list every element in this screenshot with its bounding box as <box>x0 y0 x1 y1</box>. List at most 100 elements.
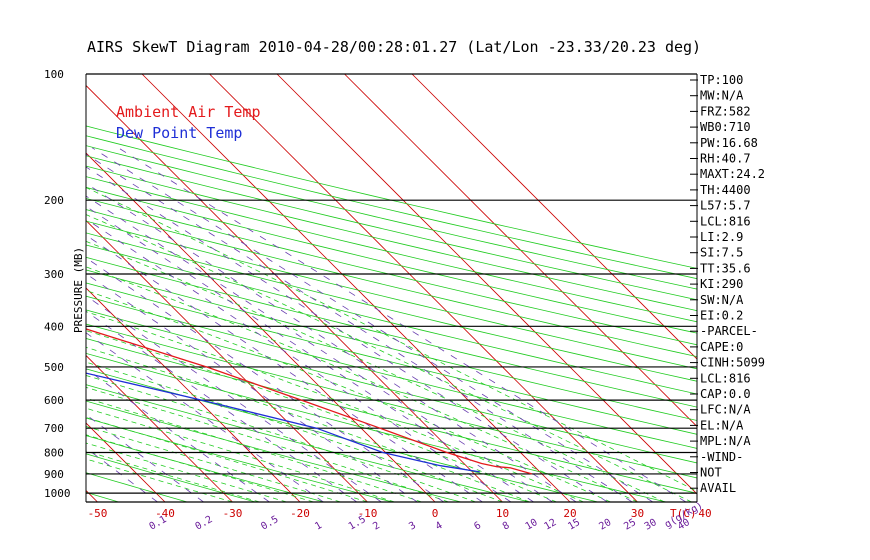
index-label: KI:290 <box>700 277 743 291</box>
mixing-ratio-tick: 12 <box>543 517 559 533</box>
index-label: FRZ:582 <box>700 104 751 118</box>
bottom-temp-tick: 30 <box>631 507 644 520</box>
pressure-tick: 1000 <box>44 487 71 500</box>
mixing-ratio-line <box>91 147 654 502</box>
mixing-ratio-tick: 4 <box>434 520 445 533</box>
mixing-ratio-tick: 3 <box>407 520 418 533</box>
dry-adiabat-line <box>86 295 697 449</box>
mixing-ratio-line <box>86 205 534 502</box>
isotherm-line <box>276 74 697 495</box>
mixing-ratio-tick: 10 <box>524 517 540 533</box>
bottom-temp-tick: 10 <box>496 507 509 520</box>
mixing-ratio-line <box>86 195 553 502</box>
mixing-ratio-line <box>86 234 483 502</box>
pressure-axis: 100 200 300 400 500 600 700 800 900 1000 <box>44 68 71 500</box>
bottom-temp-axis: -50 -40 -30 -20 -10 0 10 20 30 40 <box>88 507 712 520</box>
dry-adiabat-line <box>86 244 697 395</box>
isotherm-line <box>86 287 301 502</box>
moist-adiabat-line <box>86 240 665 502</box>
grid-lines <box>0 74 697 502</box>
mixing-ratio-line <box>86 153 633 502</box>
dry-adiabat-line <box>86 309 697 464</box>
dry-adiabat-line <box>86 125 697 269</box>
dry-adiabat-line <box>86 165 697 312</box>
isotherm-line <box>0 74 30 502</box>
dry-adiabat-line <box>86 145 697 290</box>
pressure-tick: 200 <box>44 194 64 207</box>
moist-adiabat-line <box>86 214 692 502</box>
isotherm-line <box>86 152 436 502</box>
pressure-tick: 300 <box>44 268 64 281</box>
index-label: TT:35.6 <box>700 261 751 275</box>
index-label: CAPE:0 <box>700 340 743 354</box>
x-axis-unit: T(C) <box>670 507 697 520</box>
isotherm-line <box>86 84 503 502</box>
bottom-temp-tick: -10 <box>358 507 378 520</box>
moist-adiabat-line <box>86 361 503 502</box>
legend-temp: Ambient Air Temp <box>116 103 261 121</box>
mixing-ratio-tick: 30 <box>643 517 659 533</box>
isobars <box>86 73 697 503</box>
dry-adiabat-line <box>86 197 697 346</box>
index-label: PW:16.68 <box>700 136 758 150</box>
moist-adiabat-line <box>86 386 449 502</box>
moist-adiabat-line <box>86 311 584 502</box>
mixing-ratio-tick: 1 <box>313 520 324 533</box>
bottom-temp-tick: 0 <box>432 507 439 520</box>
bottom-temp-tick: 40 <box>698 507 711 520</box>
pressure-tick: 900 <box>44 468 64 481</box>
mixing-ratio-tick: 15 <box>566 517 582 533</box>
moist-adiabat-line <box>86 374 476 502</box>
isotherm-line <box>86 422 166 502</box>
moist-adiabat-line <box>86 417 368 502</box>
pressure-tick: 400 <box>44 320 64 333</box>
pressure-tick: 500 <box>44 361 64 374</box>
pressure-tick: 700 <box>44 422 64 435</box>
index-label: L57:5.7 <box>700 199 751 213</box>
index-label: SW:N/A <box>700 293 744 307</box>
pressure-tick: 100 <box>44 68 64 81</box>
dry-adiabat-line <box>86 220 697 370</box>
dry-adiabat-line <box>86 323 697 479</box>
y-axis-label: PRESSURE (MB) <box>72 247 85 333</box>
isotherm-line <box>209 74 638 502</box>
index-label: EL:N/A <box>700 418 744 432</box>
index-label: EI:0.2 <box>700 309 743 323</box>
dry-adiabat-line <box>86 384 530 502</box>
mixing-ratio-line <box>86 414 204 502</box>
dry-adiabat-line <box>86 400 461 502</box>
bottom-temp-tick: -30 <box>223 507 243 520</box>
mixing-ratio-tick: 6 <box>472 520 483 533</box>
mixing-ratio-line <box>118 147 687 502</box>
index-label: AVAIL <box>700 481 736 495</box>
index-label: CAP:0.0 <box>700 387 751 401</box>
dry-adiabat-line <box>86 176 697 323</box>
pressure-tick: 600 <box>44 394 64 407</box>
dry-adiabat-line <box>86 269 697 421</box>
index-label: LI:2.9 <box>700 230 743 244</box>
dry-adiabat-line <box>86 338 697 494</box>
bottom-temp-tick: -40 <box>155 507 175 520</box>
pressure-tick: 800 <box>44 447 64 460</box>
dry-adiabat-line <box>86 256 697 408</box>
index-label: LCL:816 <box>700 214 751 228</box>
temperature-profile-line <box>86 328 532 475</box>
mixing-ratio-line <box>86 166 608 502</box>
index-label: TP:100 <box>700 73 743 87</box>
moist-adiabat-line <box>86 450 260 502</box>
index-label: MAXT:24.2 <box>700 167 765 181</box>
index-label: SI:7.5 <box>700 246 743 260</box>
mixing-ratio-line <box>86 368 270 502</box>
mixing-ratio-tick: 40 <box>676 517 692 533</box>
bottom-temp-tick: -20 <box>290 507 310 520</box>
moist-adiabat-line <box>86 425 341 502</box>
bottom-temp-tick: 20 <box>563 507 576 520</box>
moist-adiabat-line <box>86 346 530 502</box>
index-label: RH:40.7 <box>700 152 751 166</box>
moist-adiabat-line <box>86 289 611 502</box>
dry-adiabat-line <box>86 155 697 301</box>
profile-lines <box>86 328 532 475</box>
index-label: -PARCEL- <box>700 324 758 338</box>
index-label: MW:N/A <box>700 89 744 103</box>
index-label: MPL:N/A <box>700 434 751 448</box>
